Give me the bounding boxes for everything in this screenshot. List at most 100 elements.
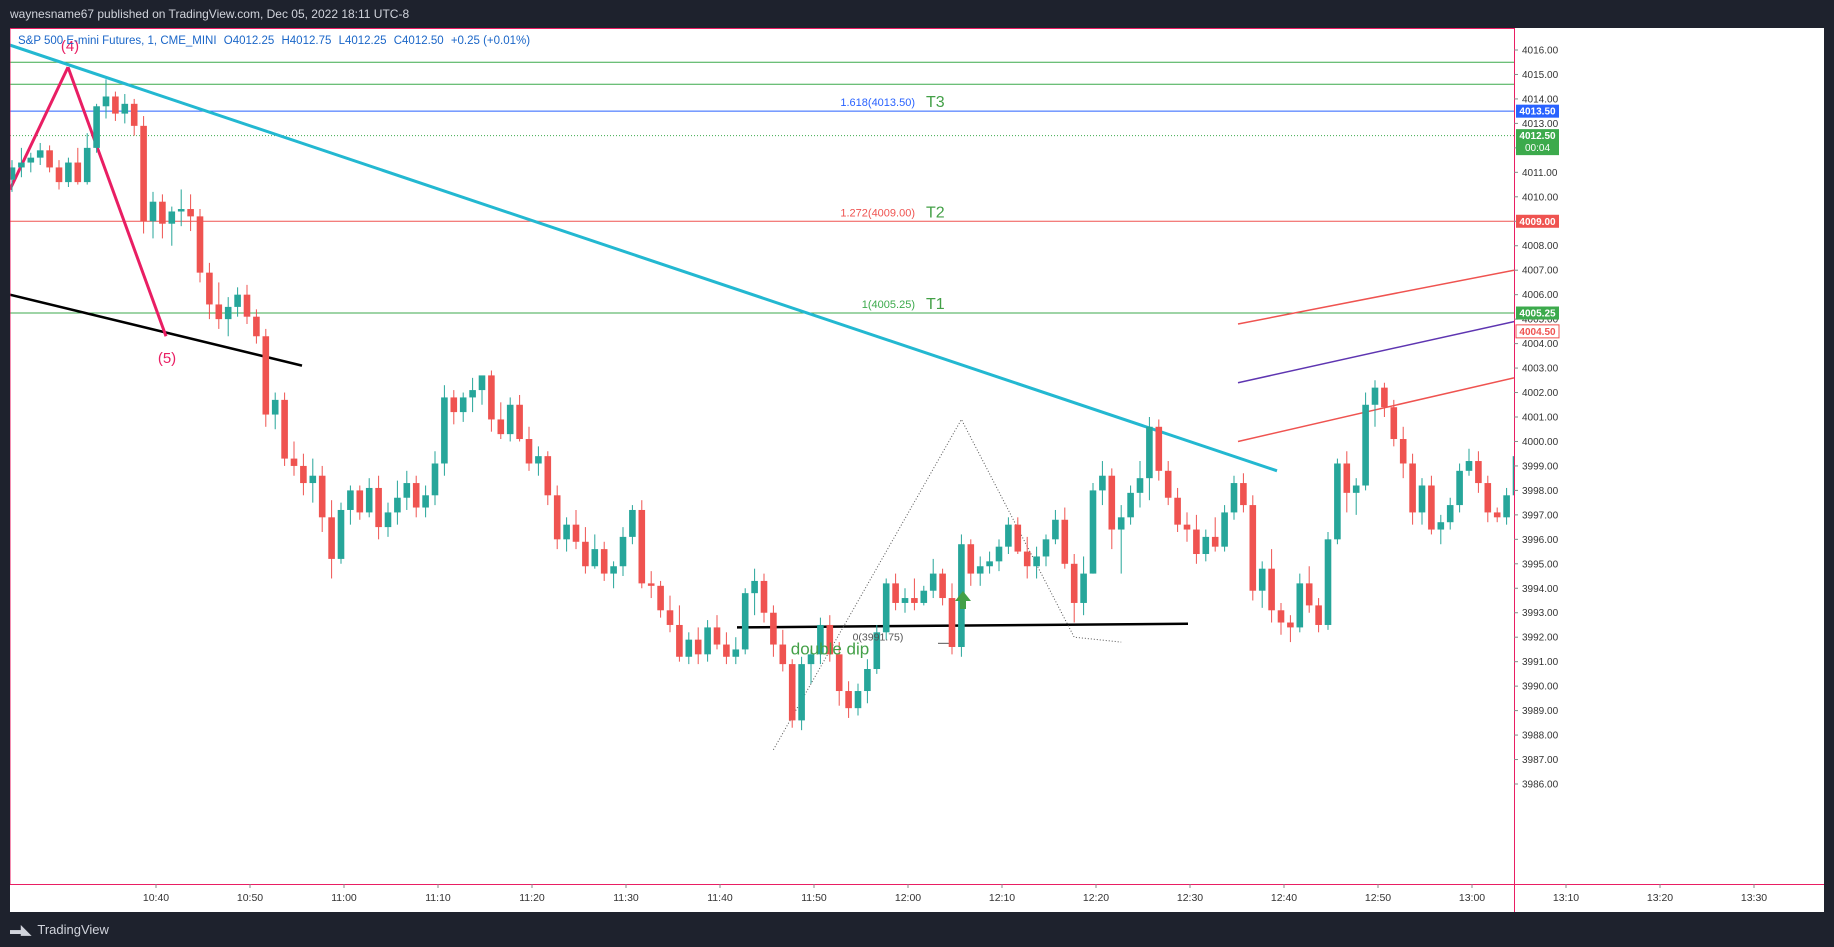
candle-body bbox=[506, 404, 514, 435]
candle-body bbox=[1023, 551, 1031, 567]
candle-body bbox=[46, 150, 53, 168]
candle-body bbox=[1277, 610, 1285, 623]
candle-body bbox=[1221, 512, 1228, 547]
time-tick-label: 11:20 bbox=[519, 892, 545, 904]
candle-body bbox=[1183, 524, 1191, 530]
candle-body bbox=[1785, 371, 1792, 376]
candle-body bbox=[1249, 505, 1257, 591]
candle-body bbox=[911, 598, 918, 603]
price-badge-label: 4004.50 bbox=[1519, 327, 1556, 338]
candle-body bbox=[798, 664, 805, 721]
candle-body bbox=[995, 546, 1003, 562]
candle-body bbox=[516, 404, 523, 440]
target-label: T3 bbox=[926, 94, 945, 111]
candle-body bbox=[1146, 426, 1153, 479]
price-tick-label: 4001.00 bbox=[1522, 413, 1559, 424]
time-tick-label: 11:30 bbox=[613, 892, 639, 904]
candle-body bbox=[215, 304, 223, 320]
plot-area: 1.618(4013.50) T3 1.272(4009.00) T2 1(4005.2… bbox=[10, 38, 1821, 750]
candle-body bbox=[1371, 387, 1379, 405]
candle-body bbox=[741, 593, 749, 650]
chart-pane[interactable]: 1.618(4013.50) T3 1.272(4009.00) T2 1(4005.2… bbox=[10, 28, 1824, 912]
candle-body bbox=[1362, 404, 1369, 486]
candle-body bbox=[1052, 519, 1059, 540]
candle-body bbox=[1635, 383, 1642, 398]
candle-body bbox=[666, 610, 674, 625]
candle-body bbox=[976, 566, 984, 574]
price-tick-label: 3998.00 bbox=[1522, 486, 1559, 497]
candle-body bbox=[1258, 568, 1266, 591]
candle-body bbox=[243, 294, 251, 317]
candle-body bbox=[309, 475, 317, 484]
candle-body bbox=[281, 399, 288, 459]
candle-body bbox=[1814, 339, 1821, 346]
candle-body bbox=[788, 664, 796, 721]
candle-body bbox=[525, 439, 533, 464]
price-chart[interactable]: 1.618(4013.50) T3 1.272(4009.00) T2 1(4005.2… bbox=[10, 28, 1824, 912]
candle-body bbox=[901, 598, 909, 603]
candle-body bbox=[318, 475, 326, 518]
candle-body bbox=[253, 316, 260, 337]
candle-body bbox=[929, 573, 937, 591]
candle-body bbox=[431, 463, 439, 496]
price-tick-label: 4005.00 bbox=[1522, 315, 1559, 326]
candle-body bbox=[497, 419, 505, 435]
price-badge bbox=[1516, 214, 1559, 228]
time-tick-label: 10:40 bbox=[143, 892, 169, 904]
candle-body bbox=[1099, 475, 1106, 491]
elliott-wave-leg bbox=[66, 66, 168, 337]
level-label: 1(4005.25) bbox=[862, 299, 915, 311]
candle-body bbox=[168, 211, 176, 224]
candle-body bbox=[1804, 339, 1811, 356]
candle-body bbox=[1493, 512, 1501, 518]
price-tick-label: 3997.00 bbox=[1522, 510, 1559, 521]
candle-body bbox=[1211, 536, 1219, 547]
candle-body bbox=[1673, 344, 1680, 361]
publisher-bar: waynesname67 published on TradingView.co… bbox=[0, 0, 1834, 28]
wave-5-label: (5) bbox=[158, 350, 176, 367]
level-label: 1.618(4013.50) bbox=[840, 97, 915, 109]
candle-body bbox=[704, 627, 711, 655]
candle-body bbox=[760, 580, 768, 613]
price-tick-label: 3989.00 bbox=[1522, 706, 1559, 717]
candle-body bbox=[1202, 536, 1210, 555]
ohlc-close: C4012.50 bbox=[393, 35, 444, 47]
candle-body bbox=[1710, 368, 1717, 395]
candle-body bbox=[1399, 439, 1407, 464]
candle-body bbox=[403, 483, 411, 498]
candle-body bbox=[206, 272, 213, 305]
tradingview-logo-icon: ▬◣ bbox=[10, 922, 31, 937]
candle-body bbox=[882, 583, 890, 633]
candle-body bbox=[488, 375, 495, 420]
double-dip-label: double dip bbox=[791, 639, 869, 658]
candle-body bbox=[854, 691, 862, 709]
candle-body bbox=[1042, 539, 1050, 557]
candle-body bbox=[130, 103, 138, 126]
candle-body bbox=[694, 639, 702, 655]
candle-body bbox=[27, 157, 35, 163]
candle-body bbox=[1569, 344, 1576, 356]
price-tick-label: 3994.00 bbox=[1522, 584, 1559, 595]
time-tick-label: 12:00 bbox=[895, 892, 921, 904]
candle-body bbox=[1061, 519, 1069, 564]
candle-body bbox=[582, 541, 589, 567]
symbol-name[interactable]: S&P 500 E-mini Futures, 1, CME_MINI bbox=[18, 35, 217, 47]
black-support-line bbox=[10, 293, 303, 367]
candle-body bbox=[1352, 485, 1360, 493]
time-tick-label: 13:20 bbox=[1647, 892, 1673, 904]
candle-body bbox=[948, 598, 956, 647]
price-tick-label: 4003.00 bbox=[1522, 364, 1559, 375]
candle-body bbox=[1484, 483, 1492, 513]
price-badge-label: 4005.25 bbox=[1519, 309, 1556, 320]
time-tick-label: 12:10 bbox=[989, 892, 1015, 904]
candle-body bbox=[553, 495, 561, 540]
target-label: T2 bbox=[926, 204, 945, 221]
candle-body bbox=[441, 397, 448, 464]
tradingview-logo[interactable]: ▬◣ TradingView bbox=[10, 912, 109, 947]
candle-body bbox=[1729, 393, 1736, 398]
candle-body bbox=[187, 209, 194, 217]
candle-body bbox=[770, 612, 777, 645]
candle-body bbox=[347, 490, 354, 510]
candle-body bbox=[1776, 371, 1783, 386]
price-tick-label: 4015.00 bbox=[1522, 70, 1559, 81]
